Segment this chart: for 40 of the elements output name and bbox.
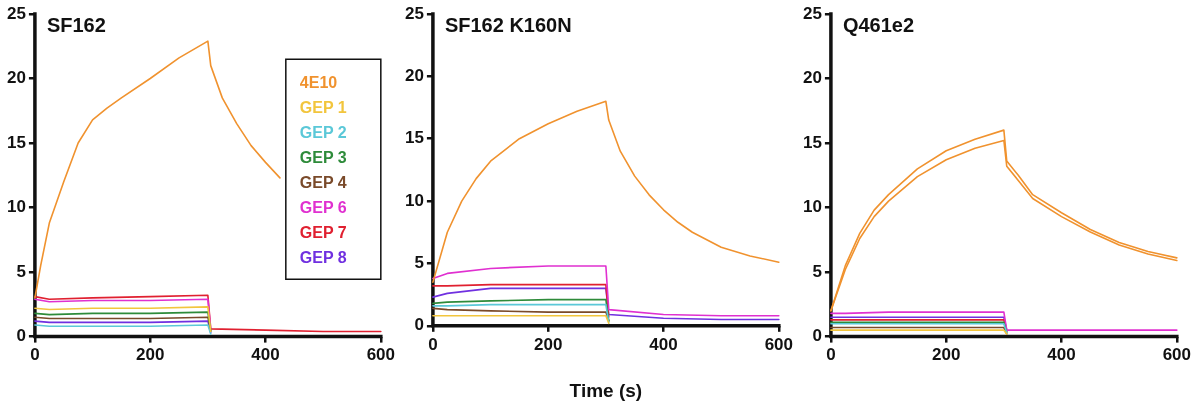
x-tick-label: 200 [136,345,165,365]
text: 4E10 [299,74,338,92]
x-axis-title: Time (s) [569,379,643,401]
chart-title: Q461e2 [842,13,915,36]
chart-title: SF162 K160N [444,13,572,36]
x-tick-label: 600 [366,345,396,365]
y-tick-label: 10 [802,197,822,217]
x-tick-label: 0 [826,345,836,365]
y-tick-label: 25 [802,3,822,23]
y-tick-label: 20 [6,68,26,88]
y-tick-label: 20 [802,68,822,88]
x-tick-label: 600 [1162,345,1192,365]
y-tick-label: 15 [802,132,822,152]
y-tick-label: 5 [16,261,26,281]
text: GEP 1 [299,99,347,117]
x-tick-label: 400 [649,334,678,354]
x-tick-label: 600 [764,334,794,354]
y-tick-label: 15 [404,128,424,148]
text: GEP 7 [299,224,347,242]
y-tick-label: 5 [414,253,424,273]
y-tick-label: 0 [414,315,424,335]
x-tick-label: 0 [428,334,438,354]
y-tick-label: 10 [404,190,424,210]
y-tick-label: 25 [6,3,26,23]
y-tick-label: 15 [6,132,26,152]
chart-title: SF162 [46,13,106,36]
text: GEP 6 [299,199,347,217]
x-tick-label: 200 [534,334,563,354]
text: GEP 4 [299,174,347,192]
text: GEP 2 [299,124,347,142]
x-tick-label: 200 [932,345,961,365]
text: GEP 3 [299,149,347,167]
x-tick-label: 0 [30,345,40,365]
x-tick-label: 400 [1047,345,1076,365]
text: GEP 8 [299,249,347,267]
x-tick-label: 400 [251,345,280,365]
y-tick-label: 5 [812,261,822,281]
y-tick-label: 20 [404,66,424,86]
y-tick-label: 25 [404,3,424,23]
y-tick-label: 10 [6,197,26,217]
